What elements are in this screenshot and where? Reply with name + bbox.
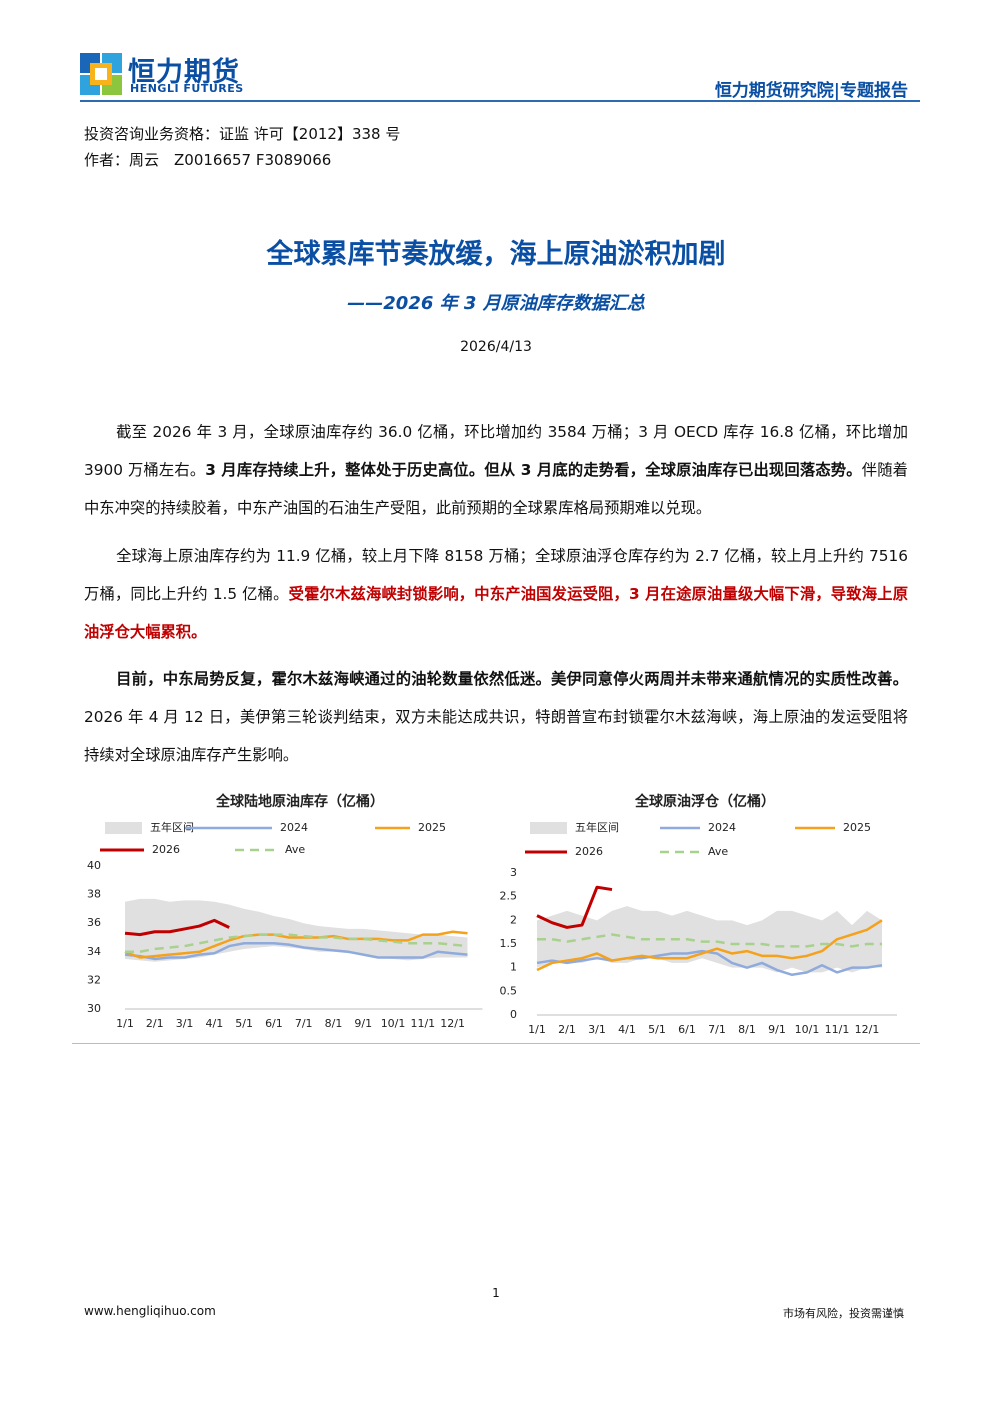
y-tick-label: 1.5: [500, 937, 518, 950]
page-number: 1: [492, 1286, 500, 1300]
x-tick-label: 9/1: [354, 1017, 372, 1030]
x-tick-label: 5/1: [648, 1023, 666, 1036]
y-tick-label: 36: [87, 916, 101, 929]
text-run: 全球海上原油库存约为 11.9 亿桶，较上月下降 8158 万桶；全球原油浮仓库…: [84, 547, 908, 603]
x-tick-label: 8/1: [738, 1023, 756, 1036]
legend-label: 2026: [152, 843, 180, 856]
x-tick-label: 4/1: [205, 1017, 223, 1030]
y-tick-label: 32: [87, 973, 101, 986]
legend-label: 2025: [418, 821, 446, 834]
legend-label: 五年区间: [150, 820, 194, 834]
text-run: 目前，中东局势反复，霍尔木兹海峡通过的油轮数量依然低迷。美伊同意停火两周并未带来…: [116, 670, 908, 688]
logo-subtext: HENGLI FUTURES: [130, 82, 244, 95]
x-tick-label: 11/1: [825, 1023, 850, 1036]
subtitle: ——2026 年 3 月原油库存数据汇总: [347, 293, 645, 314]
range-band: [537, 906, 882, 973]
y-tick-label: 38: [87, 888, 101, 901]
legend-label: 2024: [708, 821, 736, 834]
x-tick-label: 9/1: [768, 1023, 786, 1036]
y-tick-label: 40: [87, 859, 101, 872]
chart-rule: [72, 1043, 920, 1044]
x-tick-label: 5/1: [235, 1017, 253, 1030]
legend-label: 2026: [575, 845, 603, 858]
y-tick-label: 34: [87, 945, 101, 958]
x-tick-label: 1/1: [116, 1017, 134, 1030]
date: 2026/4/13: [460, 339, 532, 355]
paragraph: 截至 2026 年 3 月，全球原油库存约 36.0 亿桶，环比增加约 3584…: [84, 413, 908, 527]
text-run: 截至 2026 年 3 月，全球原油库存约 36.0 亿桶，环比增加约 3584…: [84, 423, 908, 479]
series-line: [536, 885, 613, 929]
chart-title: 全球原油浮仓（亿桶）: [634, 793, 775, 810]
x-tick-label: 6/1: [265, 1017, 283, 1030]
series-line: [125, 933, 468, 954]
legend-label: Ave: [285, 843, 305, 856]
x-tick-label: 12/1: [440, 1017, 465, 1030]
x-tick-label: 2/1: [558, 1023, 576, 1036]
series-line: [124, 918, 230, 937]
chart: 全球陆地原油库存（亿桶） 30 32 34 36 38 40 1/1 2/1 3/1 4/1 5/1 6…: [87, 793, 483, 1030]
logo-text: 恒力期货: [128, 57, 240, 88]
legend-label: 2024: [280, 821, 308, 834]
x-tick-label: 11/1: [410, 1017, 435, 1030]
text-run: 受霍尔木兹海峡封锁影响，中东产油国发运受阻，3 月在途原油量级大幅下滑，导致海上…: [84, 585, 908, 641]
y-tick-label: 30: [87, 1002, 101, 1015]
series-line: [537, 933, 882, 948]
legend-label: Ave: [708, 845, 728, 858]
paragraph: 目前，中东局势反复，霍尔木兹海峡通过的油轮数量依然低迷。美伊同意停火两周并未带来…: [84, 660, 908, 774]
x-tick-label: 4/1: [618, 1023, 636, 1036]
series-line: [124, 930, 468, 959]
chart-title: 全球陆地原油库存（亿桶）: [215, 793, 384, 810]
legend-label: 五年区间: [575, 820, 619, 834]
text-run: 3 月库存持续上升，整体处于历史高位。但从 3 月底的走势看，全球原油库存已出现…: [205, 461, 862, 479]
header-label: 恒力期货研究院|专题报告: [714, 81, 908, 101]
website: www.hengliqihuo.com: [84, 1304, 216, 1318]
x-tick-label: 3/1: [588, 1023, 606, 1036]
chart: 全球原油浮仓（亿桶） 0 0.5 1 1.5 2 2.5 3 1/1 2/1 3/1 4/1 5/1 6/…: [500, 793, 897, 1036]
logo-icon: [80, 53, 122, 95]
info-line: 作者：周云 Z0016657 F3089066: [84, 151, 332, 169]
y-tick-label: 0: [510, 1008, 517, 1021]
header-rule: [80, 100, 920, 102]
range-band: [125, 898, 468, 962]
legend-swatch: [530, 822, 567, 834]
y-tick-label: 0.5: [500, 984, 518, 997]
legend-label: 2025: [843, 821, 871, 834]
series-line: [124, 941, 468, 961]
title: 全球累库节奏放缓，海上原油淤积加剧: [266, 239, 726, 270]
x-tick-label: 2/1: [146, 1017, 164, 1030]
x-tick-label: 8/1: [325, 1017, 343, 1030]
x-tick-label: 6/1: [678, 1023, 696, 1036]
paragraph: 全球海上原油库存约为 11.9 亿桶，较上月下降 8158 万桶；全球原油浮仓库…: [84, 537, 908, 651]
x-tick-label: 7/1: [708, 1023, 726, 1036]
x-tick-label: 3/1: [176, 1017, 194, 1030]
y-tick-label: 1: [510, 961, 517, 974]
x-tick-label: 10/1: [795, 1023, 820, 1036]
disclaimer: 市场有风险，投资需谨慎: [783, 1307, 904, 1320]
x-tick-label: 12/1: [855, 1023, 880, 1036]
y-tick-label: 3: [510, 866, 517, 879]
legend-swatch: [105, 822, 142, 834]
series-line: [536, 919, 883, 972]
x-tick-label: 7/1: [295, 1017, 313, 1030]
y-tick-label: 2: [510, 913, 517, 926]
info-line: 投资咨询业务资格：证监 许可【2012】338 号: [84, 125, 401, 143]
x-tick-label: 10/1: [381, 1017, 406, 1030]
text-run: 伴随着中东冲突的持续胶着，中东产油国的石油生产受阻，此前预期的全球累库格局预期难…: [84, 461, 908, 517]
y-tick-label: 2.5: [500, 890, 518, 903]
x-tick-label: 1/1: [528, 1023, 546, 1036]
text-run: 2026 年 4 月 12 日，美伊第三轮谈判结束，双方未能达成共识，特朗普宣布…: [84, 708, 908, 764]
